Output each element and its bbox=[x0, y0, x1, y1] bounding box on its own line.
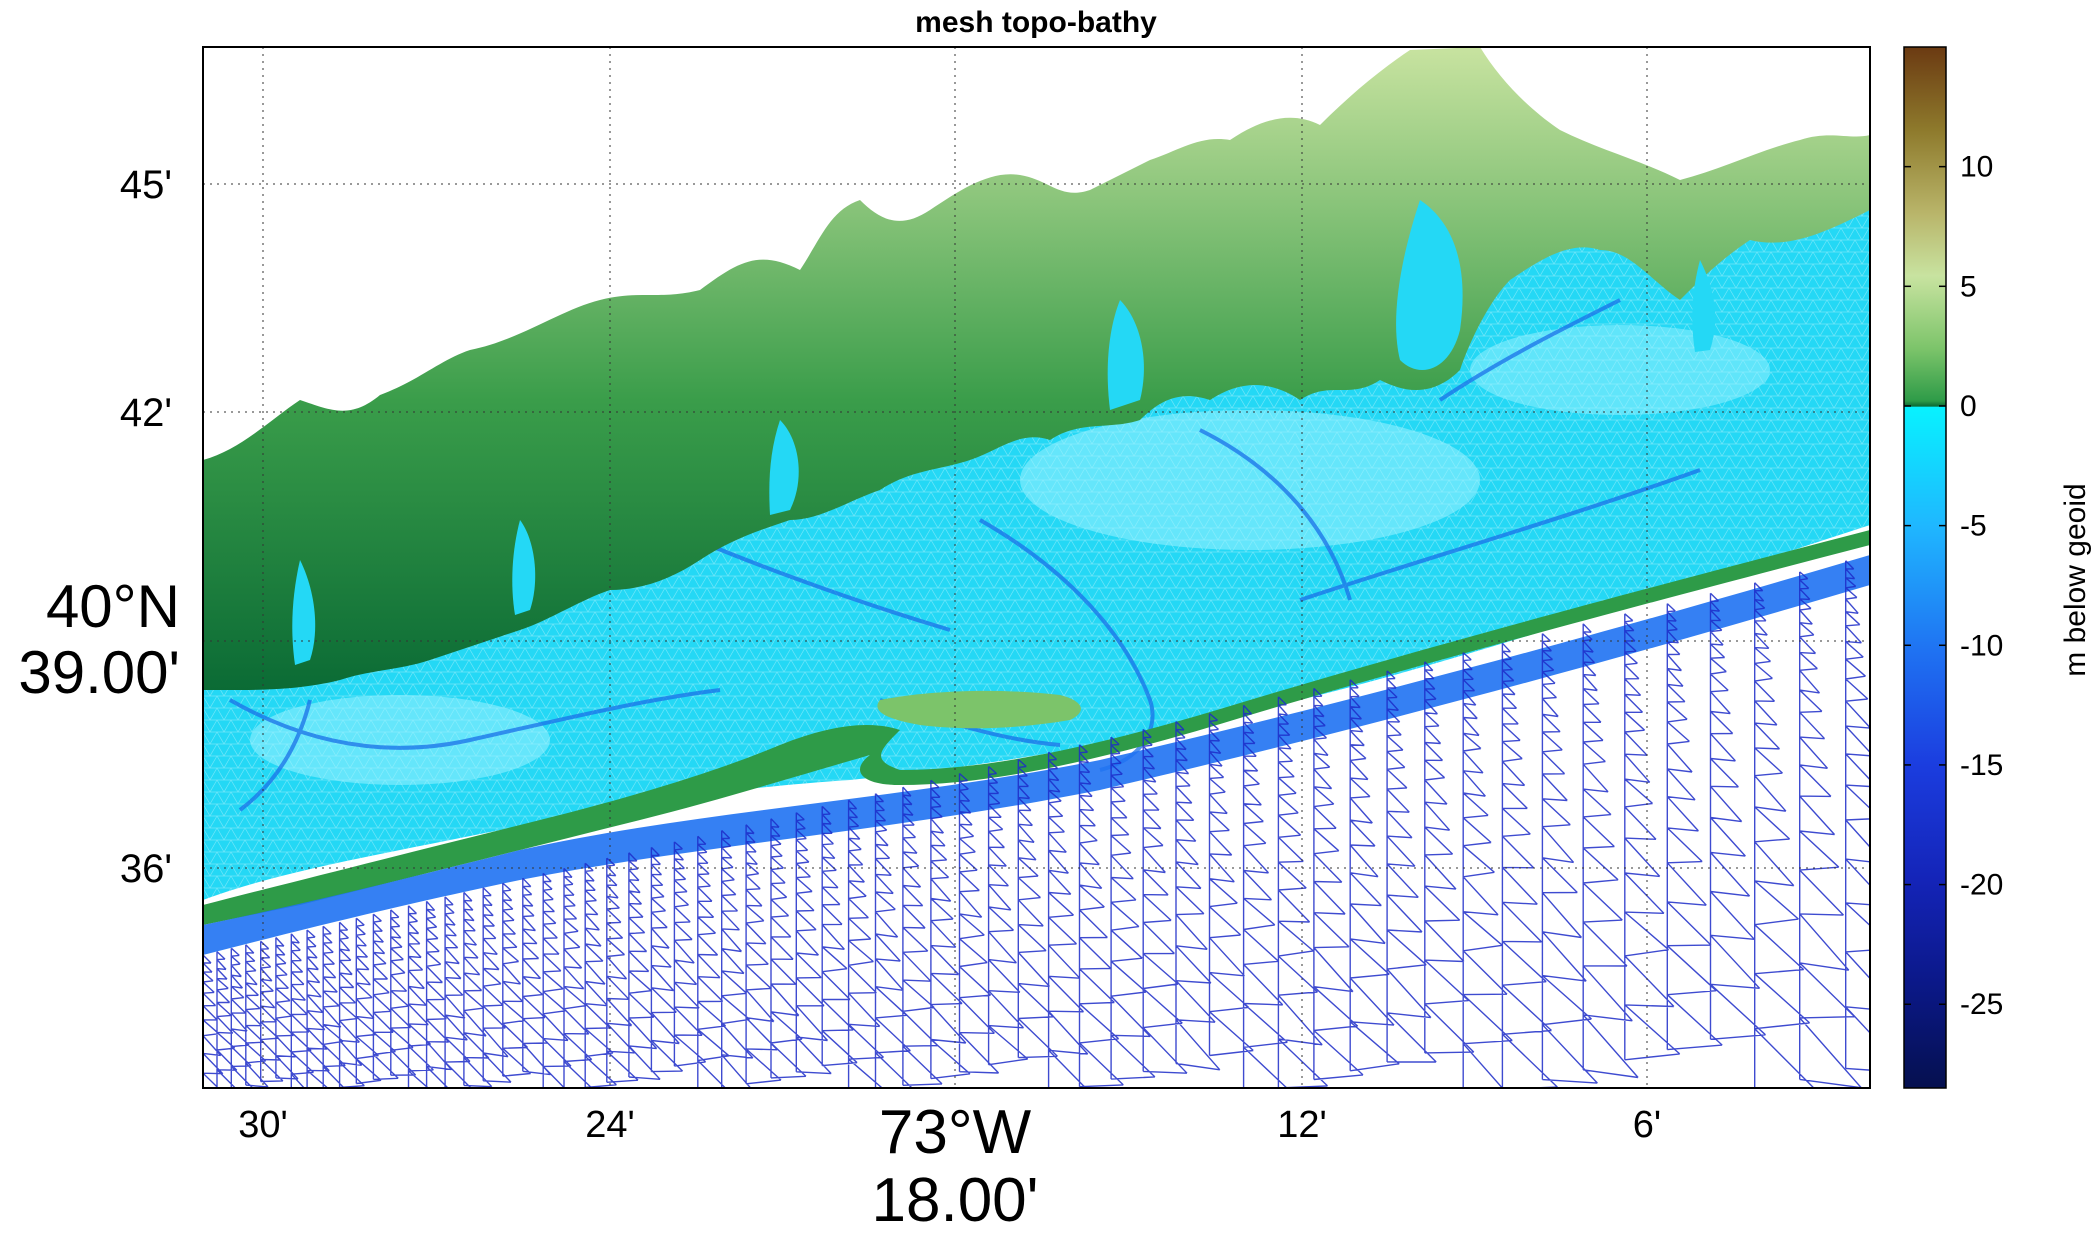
y-tick-label: 45' bbox=[120, 163, 172, 207]
barrier-island bbox=[203, 530, 1870, 925]
x-tick-label: 30' bbox=[238, 1104, 288, 1146]
y-tick-label: 36' bbox=[120, 847, 172, 891]
colorbar-label: m below geoid bbox=[2059, 483, 2092, 676]
inland-bays bbox=[292, 200, 1716, 665]
map-frame bbox=[202, 46, 1871, 1089]
colorbar-tick-label: -15 bbox=[1960, 749, 2003, 782]
y-tick-label: 42' bbox=[120, 391, 172, 435]
mainland-land bbox=[203, 47, 1870, 690]
x-tick-label: 24' bbox=[585, 1104, 635, 1146]
y-tick-sublabel: 39.00' bbox=[18, 639, 180, 706]
colorbar-ramp bbox=[1903, 46, 1947, 1089]
x-axis-ticks: 30' 24' 73°W 18.00' 12' 6' bbox=[238, 1098, 1661, 1234]
map-area bbox=[203, 47, 1870, 1088]
colorbar-tick-label: 10 bbox=[1960, 151, 1993, 184]
ocean-mesh bbox=[203, 560, 1870, 1088]
colorbar-tick-label: -5 bbox=[1960, 510, 1987, 543]
x-tick-label: 6' bbox=[1633, 1104, 1661, 1146]
marsh-island bbox=[877, 690, 1081, 729]
colorbar-tick-label: 0 bbox=[1960, 390, 1977, 423]
colorbar: 10 5 0 -5 -10 -15 -20 -25 m below geoid bbox=[1903, 46, 2092, 1089]
graticule bbox=[203, 47, 1870, 1088]
colorbar-tick-label: -20 bbox=[1960, 869, 2003, 902]
x-tick-sublabel: 18.00' bbox=[872, 1166, 1039, 1234]
colorbar-ticks: 10 5 0 -5 -10 -15 -20 -25 bbox=[1904, 151, 2003, 1021]
x-tick-label: 12' bbox=[1277, 1104, 1327, 1146]
colorbar-tick-label: -10 bbox=[1960, 629, 2003, 662]
ocean-edge-band bbox=[203, 555, 1870, 955]
y-axis-ticks: 45' 42' 40°N 39.00' 36' bbox=[18, 163, 180, 891]
map-title: mesh topo-bathy bbox=[915, 6, 1157, 39]
y-tick-label-major: 40°N bbox=[46, 573, 180, 640]
x-tick-label-major: 73°W bbox=[879, 1098, 1032, 1167]
colorbar-tick-label: -25 bbox=[1960, 988, 2003, 1021]
ocean-mesh-lines bbox=[203, 560, 1870, 1088]
colorbar-tick-label: 5 bbox=[1960, 270, 1977, 303]
